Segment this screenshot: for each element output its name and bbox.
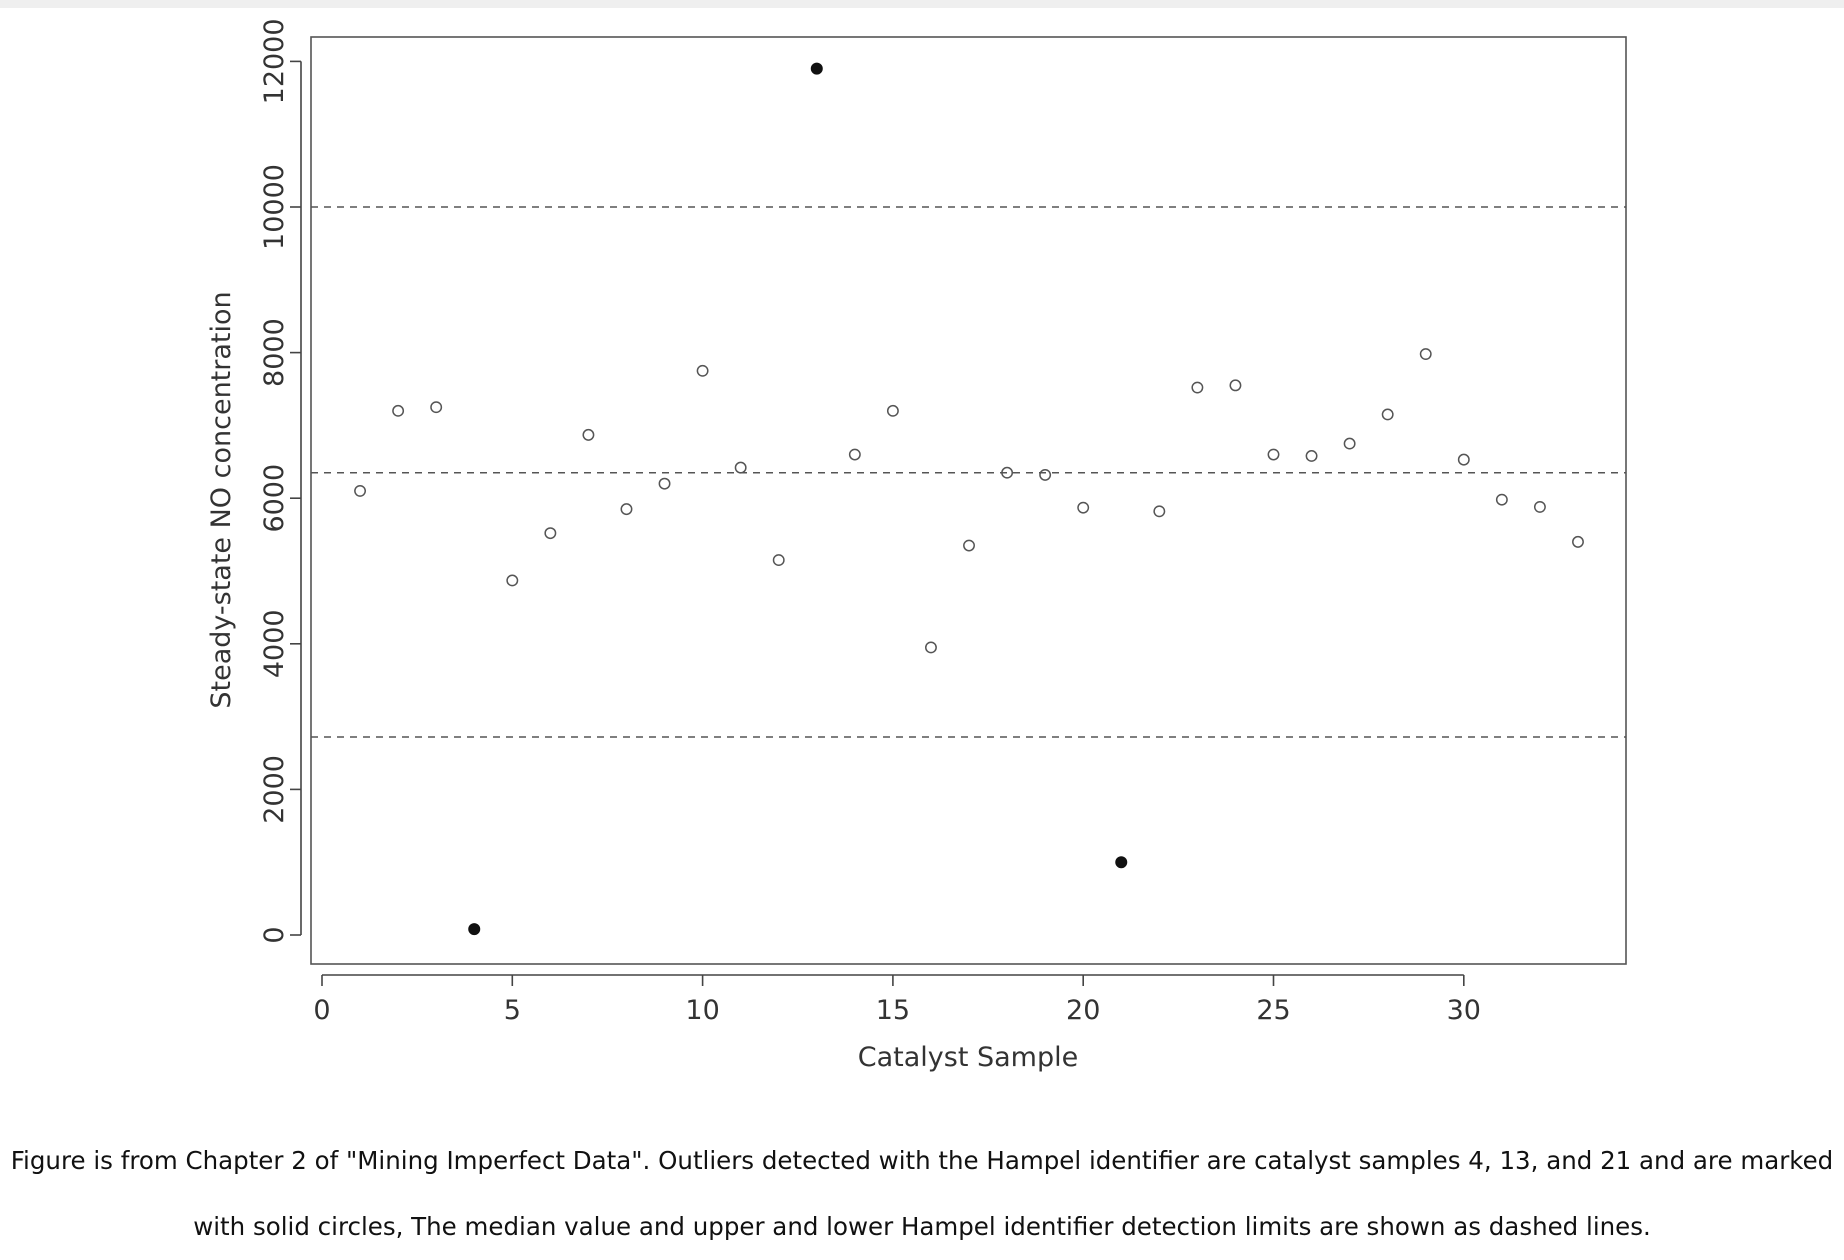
data-point — [1419, 348, 1432, 361]
y-tick-label: 2000 — [259, 755, 290, 824]
scatter-chart: 0 5 10 15 20 25 30 0 2000 4000 6000 8000 10000 12000… — [206, 18, 1627, 1073]
data-point — [1267, 448, 1280, 461]
outlier-point — [468, 923, 481, 936]
y-axis: 0 2000 4000 6000 8000 10000 12000 — [259, 18, 302, 944]
caption-line-1: Figure is from Chapter 2 of "Mining Impe… — [10, 1146, 1834, 1175]
data-point — [886, 404, 899, 417]
data-point — [620, 503, 633, 516]
data-point — [925, 641, 937, 654]
data-point — [582, 428, 595, 441]
x-tick-label: 20 — [1066, 995, 1100, 1026]
data-point — [1001, 466, 1014, 479]
data-point — [772, 554, 785, 567]
data-point — [1381, 408, 1394, 421]
y-tick-label: 6000 — [259, 464, 290, 533]
data-point — [1229, 379, 1242, 392]
y-tick-label: 10000 — [259, 164, 290, 250]
data-point — [1533, 500, 1546, 513]
data-point — [1572, 535, 1584, 548]
y-tick-label: 12000 — [259, 18, 290, 104]
top-strip — [0, 0, 1844, 8]
reference-lines — [311, 206, 1626, 738]
data-point — [1305, 450, 1318, 462]
x-axis-label: Catalyst Sample — [858, 1042, 1078, 1073]
x-tick-label: 30 — [1447, 995, 1481, 1026]
data-point — [658, 477, 671, 490]
caption-line-2: with solid circles, The median value and… — [193, 1212, 1651, 1241]
data-point — [963, 539, 975, 552]
outlier-point — [810, 62, 823, 75]
data-point — [734, 461, 747, 474]
data-point — [1457, 453, 1470, 466]
data-point — [1191, 381, 1204, 394]
figure-caption: Figure is from Chapter 2 of "Mining Impe… — [0, 1128, 1844, 1260]
data-point — [544, 527, 557, 540]
data-point — [506, 574, 519, 587]
y-tick-label: 0 — [259, 926, 290, 943]
outlier-point — [1115, 856, 1128, 869]
data-point — [1039, 468, 1052, 481]
data-point — [1077, 501, 1090, 514]
data-point — [696, 364, 709, 377]
x-tick-label: 0 — [313, 995, 330, 1026]
x-tick-label: 25 — [1256, 995, 1290, 1026]
data-point — [1343, 437, 1356, 450]
data-point — [354, 484, 367, 497]
y-tick-label: 4000 — [259, 609, 290, 678]
x-tick-label: 10 — [685, 995, 719, 1026]
data-point — [392, 404, 405, 417]
data-point — [848, 448, 861, 461]
x-tick-label: 15 — [876, 995, 910, 1026]
data-point — [1495, 493, 1508, 506]
x-axis: 0 5 10 15 20 25 30 — [313, 974, 1481, 1026]
x-tick-label: 5 — [504, 995, 521, 1026]
data-points — [354, 62, 1584, 936]
data-point — [430, 401, 443, 414]
y-axis-label: Steady-state NO concentration — [206, 291, 237, 708]
plot-frame — [310, 36, 1627, 965]
data-point — [1153, 505, 1166, 518]
y-tick-label: 8000 — [259, 318, 290, 387]
